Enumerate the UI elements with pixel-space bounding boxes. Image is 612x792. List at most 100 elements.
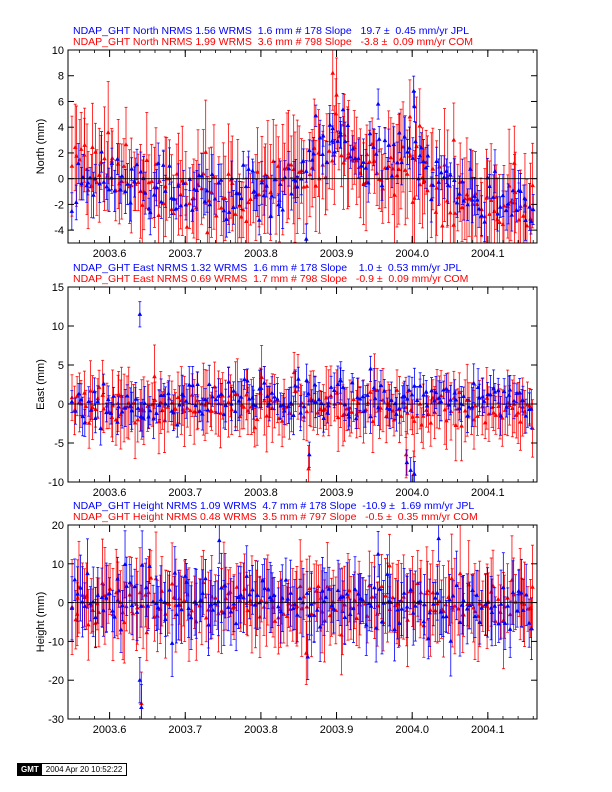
jpl-data-point [438, 170, 444, 175]
com-data-point [209, 408, 214, 413]
com-data-point [268, 189, 273, 195]
com-data-point [479, 404, 485, 409]
jpl-data-point [234, 190, 239, 196]
y-tick-label: -10 [48, 636, 64, 648]
jpl-data-point [173, 206, 179, 211]
jpl-data-point [340, 107, 346, 112]
com-data-point [182, 598, 187, 603]
jpl-data-point [399, 159, 404, 165]
com-data-point [364, 151, 370, 157]
jpl-data-point [178, 203, 184, 208]
jpl-data-point [349, 380, 355, 385]
jpl-data-point [340, 384, 346, 389]
jpl-data-point [472, 193, 477, 198]
jpl-data-point [188, 615, 194, 620]
com-data-point [262, 398, 267, 403]
jpl-data-point [306, 391, 311, 396]
jpl-data-point [216, 537, 222, 543]
jpl-data-point [134, 609, 140, 614]
jpl-data-point [169, 195, 174, 200]
com-data-point [392, 192, 397, 197]
com-data-point [109, 414, 115, 420]
jpl-data-point [169, 640, 175, 645]
jpl-data-point [246, 166, 251, 171]
jpl-data-point [118, 627, 124, 632]
jpl-data-point [276, 202, 281, 207]
com-data-point [428, 420, 434, 425]
plot-frame [67, 286, 538, 483]
jpl-data-point [69, 399, 75, 404]
com-data-point [443, 602, 449, 607]
jpl-data-point [356, 591, 361, 596]
com-data-point [329, 158, 335, 163]
jpl-data-point [490, 194, 496, 199]
com-data-point [171, 594, 177, 600]
jpl-data-point [286, 403, 291, 409]
com-data-point [199, 401, 205, 406]
com-data-point [194, 205, 199, 210]
jpl-data-point [520, 607, 526, 613]
jpl-data-point [307, 613, 312, 618]
jpl-data-point [311, 151, 316, 156]
jpl-data-point [238, 394, 244, 399]
jpl-data-point [477, 619, 483, 624]
com-data-point [342, 411, 347, 416]
jpl-data-point [434, 158, 439, 164]
jpl-data-point [75, 591, 80, 596]
jpl-data-point [519, 590, 524, 595]
jpl-data-point [259, 180, 265, 185]
com-data-point [169, 581, 175, 586]
com-data-point [512, 160, 517, 165]
panel-title-com: NDAP_GHT Height NRMS 0.48 WRMS 3.5 mm # … [73, 511, 478, 523]
com-data-point [74, 153, 79, 158]
com-data-point [442, 162, 447, 167]
jpl-data-point [245, 378, 250, 383]
com-data-point [396, 166, 402, 171]
jpl-data-point [202, 199, 208, 204]
jpl-data-point [129, 602, 135, 608]
jpl-data-point [461, 393, 466, 399]
jpl-data-point [466, 404, 472, 409]
com-data-point [203, 615, 209, 620]
jpl-data-point [163, 188, 168, 193]
com-data-point [516, 217, 522, 222]
com-data-point [189, 392, 195, 397]
com-data-point [98, 159, 104, 165]
com-data-point [370, 418, 376, 424]
jpl-data-point [239, 195, 244, 201]
jpl-data-point [218, 391, 224, 396]
jpl-data-point [422, 602, 427, 607]
com-data-point [282, 166, 287, 171]
jpl-data-point [272, 394, 277, 399]
com-data-point [528, 216, 533, 221]
jpl-data-point [305, 654, 311, 659]
com-data-point [209, 189, 214, 194]
com-data-point [101, 406, 107, 411]
jpl-data-point [454, 582, 459, 588]
jpl-data-point [92, 389, 97, 394]
jpl-data-point [199, 411, 205, 416]
jpl-data-point [209, 171, 215, 177]
jpl-data-point [205, 407, 211, 412]
jpl-data-point [309, 601, 314, 606]
jpl-data-point [492, 603, 498, 608]
jpl-data-point [231, 388, 236, 393]
jpl-data-point [410, 610, 416, 615]
jpl-data-point [278, 181, 283, 186]
jpl-data-point [91, 192, 96, 197]
jpl-data-point [483, 602, 488, 607]
jpl-data-point [129, 166, 134, 171]
com-data-point [144, 630, 150, 635]
com-data-point [254, 416, 260, 421]
jpl-data-point [346, 411, 351, 417]
com-data-point [201, 579, 206, 585]
jpl-data-point [158, 199, 164, 204]
jpl-data-point [129, 408, 135, 413]
jpl-data-point [285, 596, 291, 601]
com-data-point [333, 607, 339, 613]
com-data-point [102, 156, 107, 161]
jpl-data-point [208, 602, 214, 607]
com-data-point [259, 374, 264, 379]
com-data-point [253, 194, 259, 200]
jpl-data-point [368, 366, 373, 371]
